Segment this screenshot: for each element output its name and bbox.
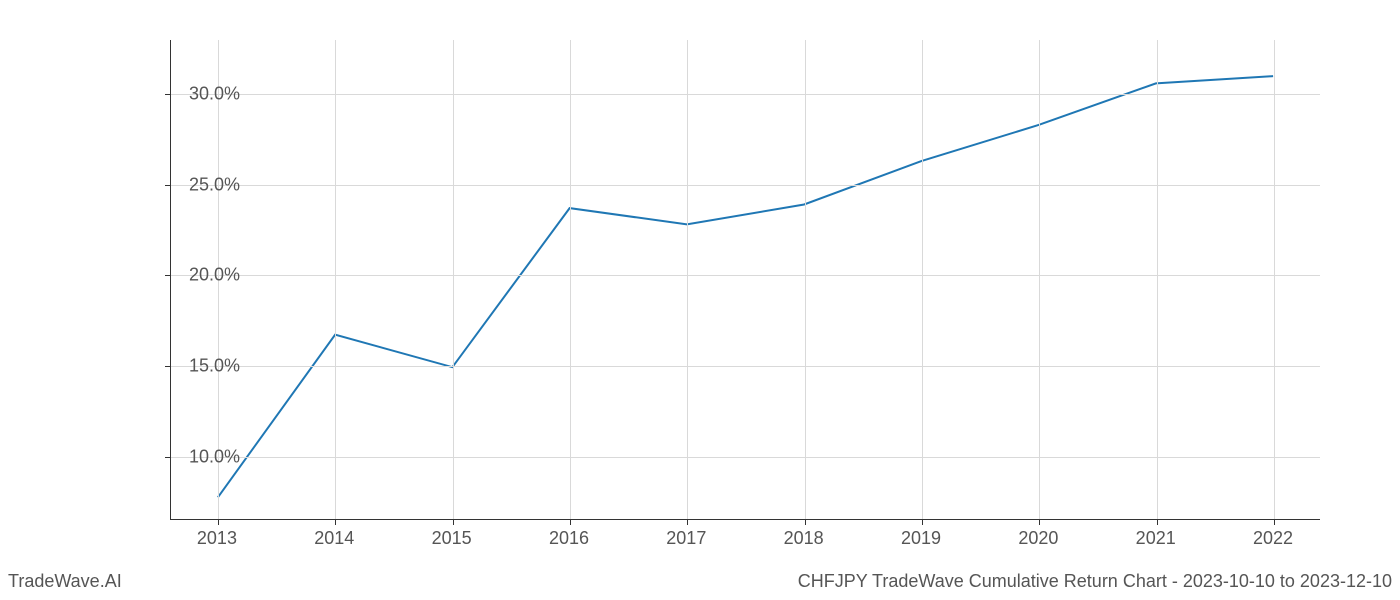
gridline-vertical (1039, 40, 1040, 519)
xtick-mark (453, 519, 454, 525)
gridline-vertical (687, 40, 688, 519)
ytick-label: 25.0% (160, 174, 240, 195)
xtick-label: 2019 (901, 528, 941, 549)
xtick-mark (922, 519, 923, 525)
gridline-vertical (1157, 40, 1158, 519)
xtick-label: 2016 (549, 528, 589, 549)
xtick-label: 2020 (1018, 528, 1058, 549)
gridline-horizontal (171, 94, 1320, 95)
gridline-vertical (453, 40, 454, 519)
ytick-label: 20.0% (160, 265, 240, 286)
xtick-mark (805, 519, 806, 525)
xtick-label: 2017 (666, 528, 706, 549)
gridline-horizontal (171, 275, 1320, 276)
xtick-label: 2013 (197, 528, 237, 549)
ytick-label: 15.0% (160, 356, 240, 377)
footer-title: CHFJPY TradeWave Cumulative Return Chart… (798, 571, 1392, 592)
xtick-label: 2021 (1136, 528, 1176, 549)
ytick-label: 10.0% (160, 446, 240, 467)
gridline-vertical (805, 40, 806, 519)
gridline-horizontal (171, 457, 1320, 458)
xtick-label: 2018 (784, 528, 824, 549)
xtick-mark (1039, 519, 1040, 525)
ytick-label: 30.0% (160, 84, 240, 105)
xtick-mark (1157, 519, 1158, 525)
xtick-label: 2015 (432, 528, 472, 549)
line-chart-svg (171, 40, 1320, 519)
xtick-mark (687, 519, 688, 525)
xtick-label: 2022 (1253, 528, 1293, 549)
gridline-vertical (570, 40, 571, 519)
xtick-mark (218, 519, 219, 525)
gridline-horizontal (171, 366, 1320, 367)
gridline-vertical (335, 40, 336, 519)
gridline-vertical (1274, 40, 1275, 519)
gridline-vertical (922, 40, 923, 519)
chart-container (170, 40, 1320, 520)
xtick-mark (570, 519, 571, 525)
gridline-horizontal (171, 185, 1320, 186)
xtick-mark (335, 519, 336, 525)
plot-area (170, 40, 1320, 520)
xtick-mark (1274, 519, 1275, 525)
footer-brand: TradeWave.AI (8, 571, 122, 592)
xtick-label: 2014 (314, 528, 354, 549)
